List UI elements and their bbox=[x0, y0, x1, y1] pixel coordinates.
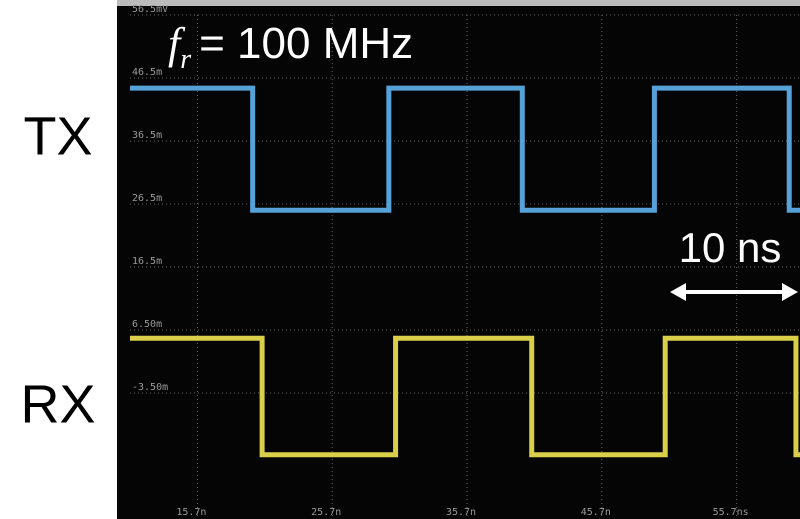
annotation-frequency: = 100 MHz bbox=[199, 19, 413, 68]
y-tick-label: 56.5mV bbox=[132, 4, 168, 15]
y-tick-label: 46.5m bbox=[132, 67, 162, 78]
side-panel bbox=[0, 0, 117, 519]
annotation-subscript: r bbox=[180, 44, 191, 75]
series-label: RX bbox=[20, 374, 95, 434]
x-tick-label: 25.7n bbox=[311, 507, 341, 518]
y-tick-label: 6.50m bbox=[132, 319, 162, 330]
series-label: TX bbox=[23, 106, 92, 166]
x-tick-label: 55.7ns bbox=[713, 507, 749, 518]
y-tick-label: 36.5m bbox=[132, 130, 162, 141]
annotation-scale: 10 ns bbox=[679, 224, 782, 271]
y-tick-label: -3.50m bbox=[132, 382, 168, 393]
annotation: fr= 100 MHz bbox=[168, 19, 413, 75]
x-tick-label: 15.7n bbox=[176, 507, 206, 518]
y-tick-label: 16.5m bbox=[132, 256, 162, 267]
x-tick-label: 45.7n bbox=[581, 507, 611, 518]
y-tick-label: 26.5m bbox=[132, 193, 162, 204]
chart: TX RX 56.5mV 46.5m 36.5m 26.5m 16.5m 6.50m -3.… bbox=[0, 0, 800, 519]
top-bar bbox=[117, 0, 800, 6]
x-tick-label: 35.7n bbox=[446, 507, 476, 518]
